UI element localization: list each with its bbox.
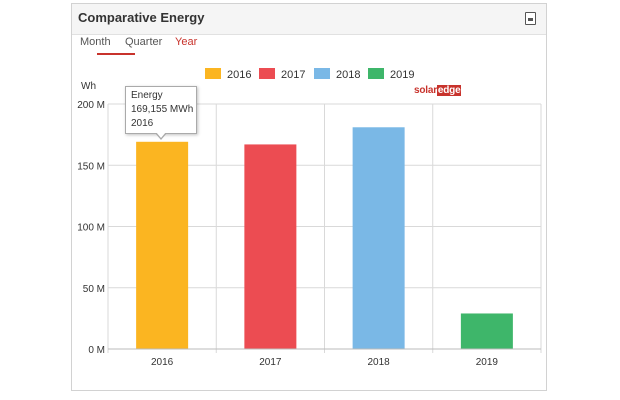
legend-label-2018: 2018 [336, 69, 361, 81]
x-tick-label-2017: 2017 [259, 357, 282, 368]
bar-tooltip: Energy 169,155 MWh 2016 [125, 86, 197, 134]
tooltip-value: 169,155 MWh [131, 104, 194, 115]
panel-title: Comparative Energy [78, 10, 205, 25]
tab-year[interactable]: Year [175, 36, 198, 48]
legend-item-2017[interactable]: 2017 [259, 68, 305, 82]
tooltip-series: Energy [131, 90, 163, 101]
legend-item-2016[interactable]: 2016 [205, 68, 251, 82]
bar-2018[interactable] [352, 127, 405, 350]
legend-label-2017: 2017 [281, 69, 306, 81]
comparative-energy-chart: 0 M 50 M 100 M 150 M 200 M Wh 2016 2017 2018 2019 [77, 81, 542, 368]
legend-label-2019: 2019 [390, 69, 415, 81]
solaredge-logo: solaredge [414, 85, 462, 96]
y-tick-label: 100 M [77, 223, 105, 234]
active-tab-indicator [97, 53, 135, 55]
tab-quarter[interactable]: Quarter [125, 36, 163, 48]
tooltip-category: 2016 [131, 118, 154, 129]
legend-swatch-2017 [259, 68, 275, 79]
legend-swatch-2019 [368, 68, 384, 79]
legend-item-2019[interactable]: 2019 [368, 68, 414, 82]
bar-2017[interactable] [244, 144, 297, 349]
x-tick-label-2019: 2019 [476, 357, 499, 368]
y-tick-label: 150 M [77, 161, 105, 172]
y-tick-label: 50 M [83, 284, 105, 295]
panel-header: Comparative Energy [72, 4, 546, 35]
x-tick-label-2016: 2016 [151, 357, 174, 368]
legend-item-2018[interactable]: 2018 [314, 68, 360, 82]
bar-2019[interactable] [460, 313, 513, 349]
export-csv-icon[interactable] [525, 12, 536, 25]
legend-swatch-2016 [205, 68, 221, 79]
y-tick-label: 200 M [77, 100, 105, 111]
legend-label-2016: 2016 [227, 69, 252, 81]
bar-2016[interactable] [136, 141, 189, 349]
legend-swatch-2018 [314, 68, 330, 79]
x-tick-label-2018: 2018 [368, 357, 391, 368]
tooltip-pointer [155, 132, 167, 140]
tab-month[interactable]: Month [80, 36, 111, 48]
y-axis-unit-label: Wh [81, 81, 96, 92]
y-tick-label: 0 M [88, 345, 105, 356]
